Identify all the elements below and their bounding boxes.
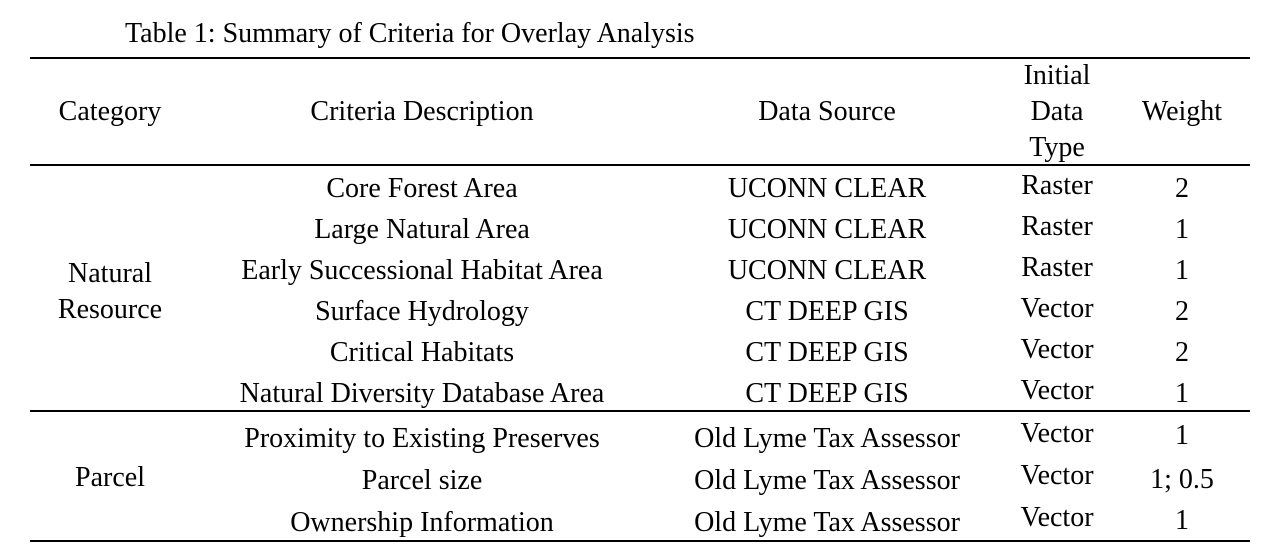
header-source: Data Source	[758, 96, 896, 127]
source-cell: CT DEEP GIS	[745, 337, 909, 368]
category-parcel: Parcel	[75, 462, 145, 493]
weight-cell: 1	[1175, 505, 1189, 536]
bottom-rule	[30, 540, 1250, 542]
weight-cell: 1	[1175, 255, 1189, 286]
type-cell: Raster	[1021, 211, 1093, 242]
criteria-cell: Core Forest Area	[326, 173, 518, 204]
type-cell: Vector	[1020, 502, 1094, 533]
category-natural-resource-line2: Resource	[57, 294, 163, 325]
source-cell: CT DEEP GIS	[745, 378, 909, 409]
category-natural-resource-line1: Natural	[68, 258, 152, 289]
criteria-cell: Ownership Information	[290, 507, 554, 538]
weight-cell: 1; 0.5	[1150, 464, 1214, 495]
category-natural-resource: Natural Resource	[58, 256, 162, 328]
group-rule	[30, 410, 1250, 412]
weight-cell: 2	[1175, 173, 1189, 204]
header-data-type: Initial Data Type	[1024, 58, 1091, 166]
source-cell: UCONN CLEAR	[727, 214, 927, 245]
type-cell: Raster	[1021, 170, 1093, 201]
weight-cell: 1	[1175, 214, 1189, 245]
type-cell: Vector	[1020, 334, 1094, 365]
header-data-type-line2: Data	[1030, 96, 1084, 127]
source-cell: Old Lyme Tax Assessor	[694, 423, 960, 454]
source-cell: CT DEEP GIS	[745, 296, 909, 327]
criteria-cell: Natural Diversity Database Area	[239, 378, 605, 409]
header-category: Category	[58, 96, 162, 127]
criteria-cell: Early Successional Habitat Area	[241, 255, 603, 286]
criteria-cell: Large Natural Area	[314, 214, 530, 245]
source-cell: UCONN CLEAR	[727, 173, 927, 204]
type-cell: Vector	[1020, 375, 1094, 406]
header-criteria: Criteria Description	[310, 96, 534, 127]
header-rule	[30, 164, 1250, 166]
table-caption: Table 1: Summary of Criteria for Overlay…	[125, 18, 695, 49]
criteria-cell: Critical Habitats	[329, 337, 515, 368]
header-data-type-line3: Type	[1029, 132, 1085, 163]
source-cell: Old Lyme Tax Assessor	[694, 465, 960, 496]
weight-cell: 1	[1175, 378, 1189, 409]
source-cell: UCONN CLEAR	[727, 255, 927, 286]
type-cell: Vector	[1020, 418, 1094, 449]
header-weight: Weight	[1141, 96, 1223, 127]
weight-cell: 2	[1175, 337, 1189, 368]
criteria-cell: Proximity to Existing Preserves	[244, 423, 600, 454]
criteria-cell: Parcel size	[361, 465, 483, 496]
type-cell: Raster	[1021, 252, 1093, 283]
type-cell: Vector	[1020, 460, 1094, 491]
top-rule	[30, 57, 1250, 59]
source-cell: Old Lyme Tax Assessor	[694, 507, 960, 538]
weight-cell: 2	[1175, 296, 1189, 327]
weight-cell: 1	[1175, 420, 1189, 451]
header-data-type-line1: Initial	[1023, 60, 1091, 91]
criteria-cell: Surface Hydrology	[315, 296, 529, 327]
type-cell: Vector	[1020, 293, 1094, 324]
